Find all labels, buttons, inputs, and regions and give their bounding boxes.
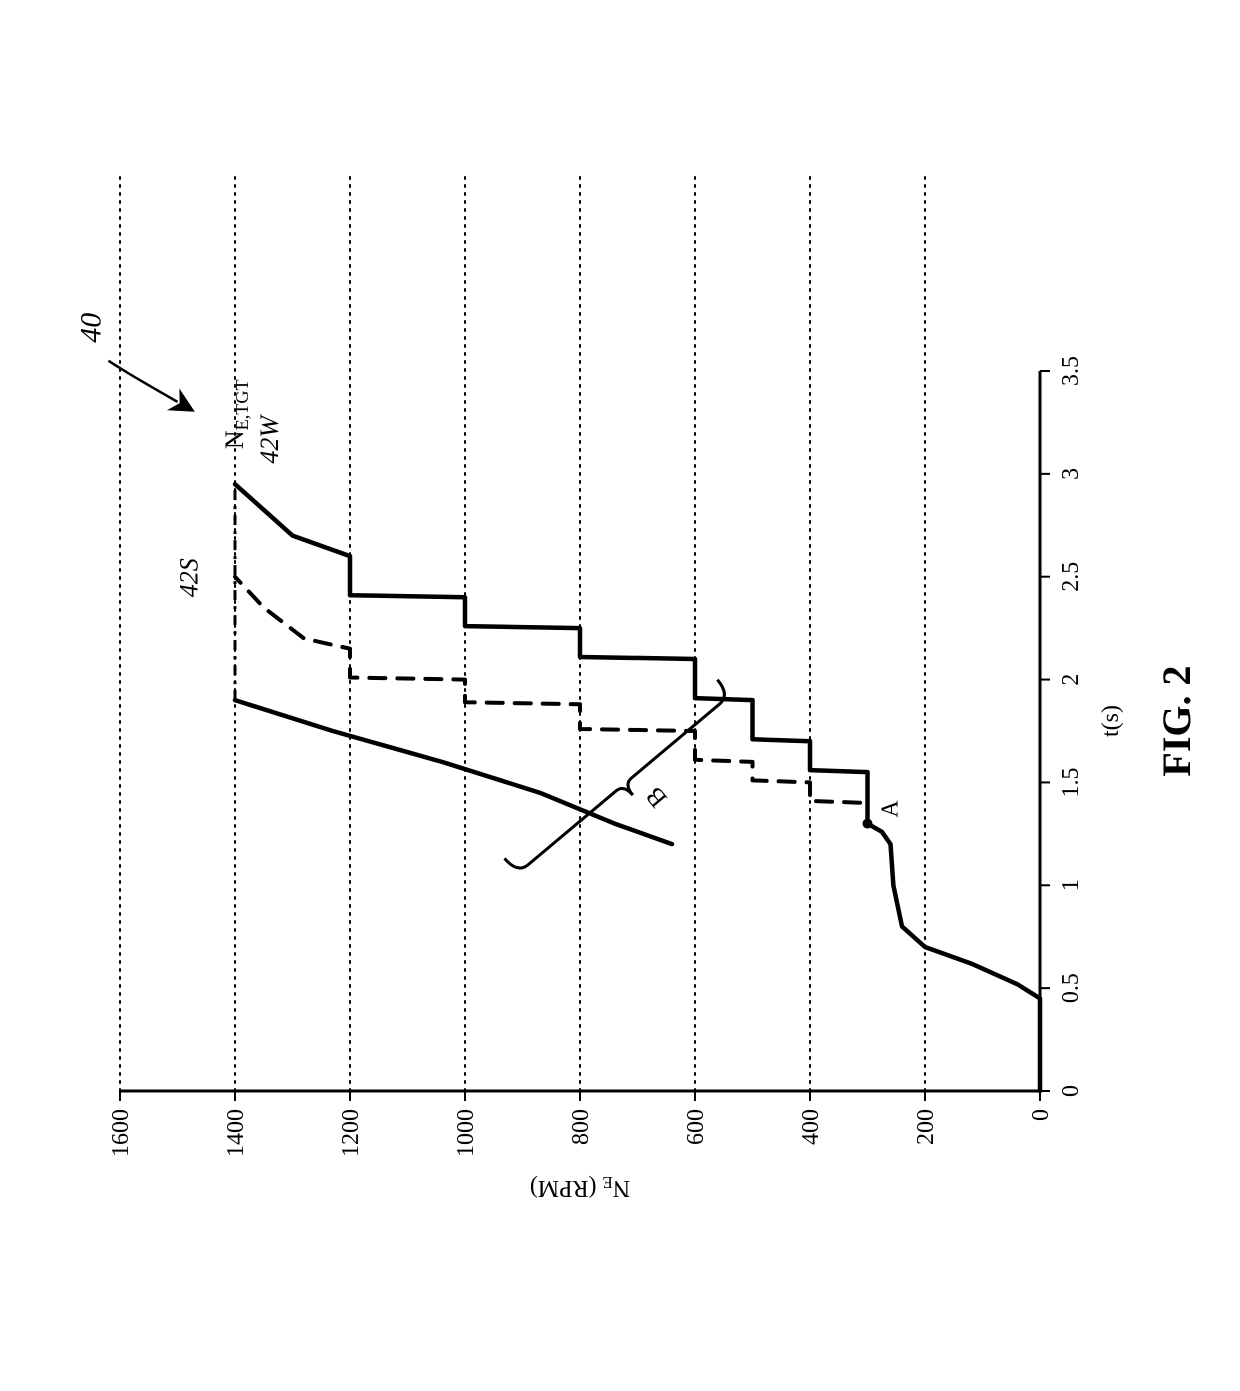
x-tick-label: 1.5: [1058, 767, 1084, 797]
x-tick-label: 0.5: [1058, 973, 1084, 1003]
brace-b: [505, 680, 740, 885]
label-42s: 42S: [174, 558, 203, 597]
brace-b-label: B: [639, 781, 672, 813]
x-tick-label: 2: [1058, 674, 1084, 686]
point-a-label: A: [878, 800, 904, 818]
rpm-vs-time-chart: 0 0.5 1 1.5 2 2.5 3 3.5 0 200 400 600 800 1000 1200 140…: [0, 0, 1240, 1391]
y-tick-label: 1600: [108, 1109, 134, 1157]
y-tick-label: 200: [913, 1109, 939, 1145]
figure-id-label: 40: [75, 313, 108, 343]
y-axis-label: NE (RPM): [530, 1173, 630, 1201]
chart-container: 0 0.5 1 1.5 2 2.5 3 3.5 0 200 400 600 800 1000 1200 140…: [0, 0, 1240, 1391]
x-tick-label: 1: [1058, 879, 1084, 891]
x-axis-label: t(s): [1098, 705, 1124, 737]
point-a-marker: [863, 819, 873, 829]
y-tick-label: 400: [798, 1109, 824, 1145]
leader-40: [109, 361, 178, 402]
label-target: NE,TGT: [220, 379, 252, 449]
figure-caption: FIG. 2: [1154, 665, 1199, 776]
label-42w: 42W: [255, 414, 284, 464]
x-tick-label: 3: [1058, 468, 1084, 480]
y-tick-label: 0: [1028, 1109, 1054, 1121]
y-tick-label: 1000: [453, 1109, 479, 1157]
y-tick-label: 1200: [338, 1109, 364, 1157]
y-tick-label: 1400: [223, 1109, 249, 1157]
series-42W: [235, 484, 1040, 1091]
y-tick-label: 600: [683, 1109, 709, 1145]
y-tick-label: 800: [568, 1109, 594, 1145]
x-tick-label: 3.5: [1058, 356, 1084, 386]
x-tick-label: 2.5: [1058, 562, 1084, 592]
series-solid-upper: [235, 700, 672, 844]
x-tick-label: 0: [1058, 1085, 1084, 1097]
series-42S: [235, 577, 868, 824]
